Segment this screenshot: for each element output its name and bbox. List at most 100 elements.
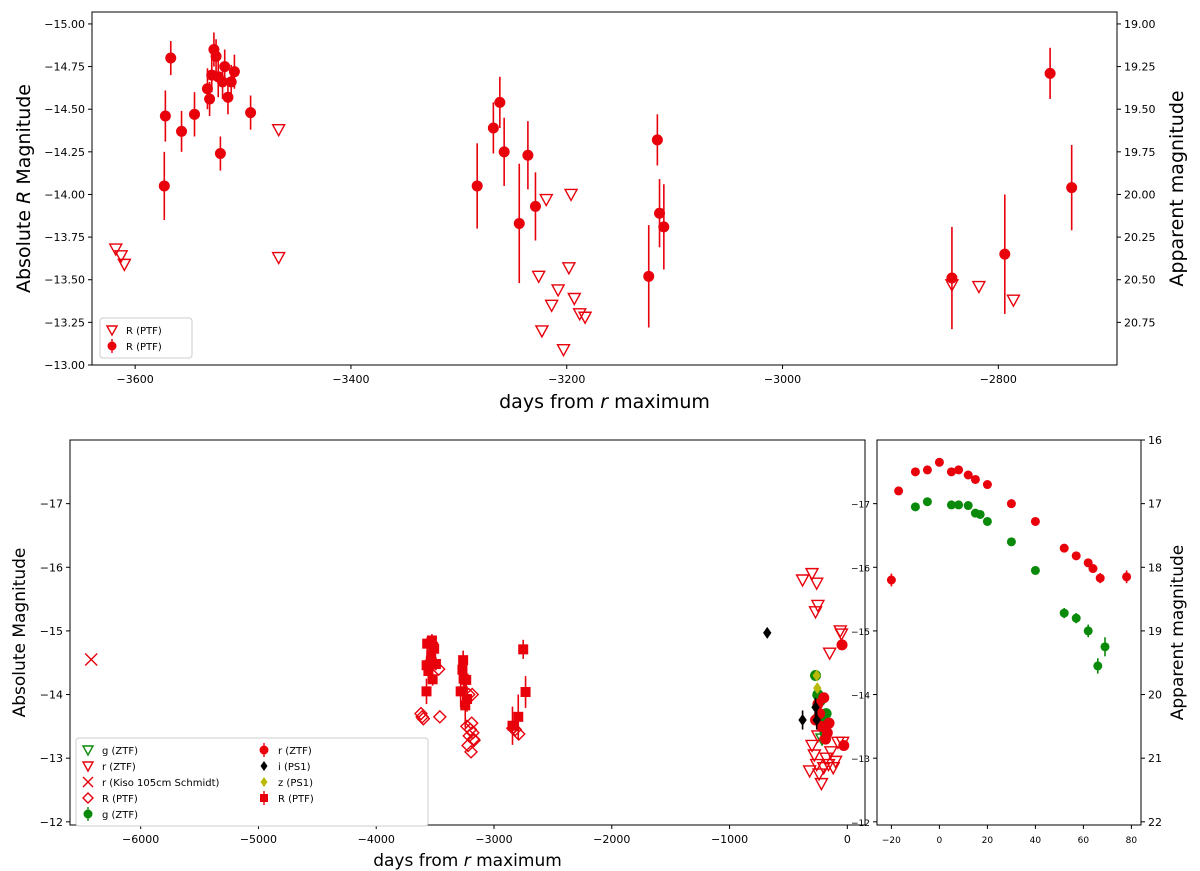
y2-tick-label: 20.25 <box>1124 231 1156 244</box>
y-tick-label: −13.00 <box>44 359 85 372</box>
data-point <box>271 123 286 138</box>
y-tick-label: −16 <box>851 564 870 574</box>
data-point <box>531 270 546 284</box>
data-point <box>108 243 123 257</box>
data-point <box>271 251 286 266</box>
data-point <box>539 193 554 208</box>
x-tick-label: −3200 <box>548 373 585 386</box>
data-point <box>1059 608 1069 618</box>
y2-tick-label: 17 <box>1148 498 1162 511</box>
plot-area <box>84 567 850 792</box>
data-point <box>838 739 850 751</box>
data-point <box>975 509 985 519</box>
legend-label: R (PTF) <box>278 794 314 805</box>
x-axis-label-part: maximum <box>471 851 562 871</box>
data-point <box>1088 564 1098 574</box>
data-point <box>954 500 964 510</box>
data-point <box>245 107 257 119</box>
plot-frame <box>69 439 866 826</box>
legend-label: i (PS1) <box>278 762 311 773</box>
data-point <box>654 207 666 219</box>
x-axis-label: days from r maximum <box>373 851 562 871</box>
series-8 <box>812 669 822 695</box>
data-point <box>894 486 904 496</box>
y2-tick-label: 22 <box>1148 816 1162 829</box>
data-point <box>432 709 447 724</box>
data-point <box>413 706 428 721</box>
y-tick-label: −13 <box>40 752 63 765</box>
series-1 <box>886 457 1132 587</box>
legend-marker-stroke <box>82 776 94 788</box>
data-point <box>84 653 98 667</box>
data-point <box>176 125 188 137</box>
data-point <box>1095 573 1105 583</box>
data-point <box>426 635 437 646</box>
data-point <box>219 61 231 73</box>
data-point <box>812 669 821 682</box>
y2-axis-label: Apparent magnitude <box>1168 545 1188 721</box>
x-tick-label: −3000 <box>475 833 512 846</box>
y2-tick-label: 21 <box>1148 752 1162 765</box>
data-point <box>1122 572 1132 582</box>
data-point <box>511 727 526 741</box>
data-point <box>922 465 932 475</box>
legend-marker <box>81 761 95 773</box>
data-point <box>834 628 849 642</box>
data-point <box>513 217 525 229</box>
data-point <box>651 134 663 146</box>
x-tick-label: −5000 <box>240 833 277 846</box>
legend-box <box>99 317 193 359</box>
y-tick-label: −17 <box>851 501 870 511</box>
legend-label: g (ZTF) <box>102 746 138 757</box>
legend: g (ZTF) r (ZTF) r (Kiso 105cm Schmidt) R (P… <box>75 737 429 827</box>
data-point <box>1059 543 1069 553</box>
data-point <box>462 694 473 704</box>
series-2 <box>910 497 1110 674</box>
data-point <box>999 248 1011 260</box>
data-point <box>963 470 973 480</box>
y2-tick-label: 19.50 <box>1124 103 1156 116</box>
data-point <box>811 701 820 714</box>
series-2 <box>158 32 1078 330</box>
data-point <box>970 474 980 484</box>
y2-tick-label: 19 <box>1148 625 1162 638</box>
chart-panel-2: −6000 −5000 −4000 −3000 −2000 −1000 0 −17 −16 −15… <box>10 439 866 871</box>
y2-tick-label: 19.25 <box>1124 61 1156 74</box>
legend-marker <box>82 776 94 788</box>
y-axis-label-part: Absolute <box>13 204 35 293</box>
x-tick-label: 0 <box>844 833 851 846</box>
data-point <box>416 711 431 726</box>
legend-marker <box>260 777 268 787</box>
x-axis-label-part: maximum <box>608 391 710 413</box>
data-point <box>471 180 483 192</box>
data-point <box>189 108 200 120</box>
data-point <box>795 574 810 588</box>
y2-tick-label: 18 <box>1148 561 1162 574</box>
chart-panel-3: −20 0 20 40 60 80 −17 −16 −15 −14 −13 −12 16 17 18 19 20… <box>851 434 1188 846</box>
x-tick-label: −6000 <box>122 833 159 846</box>
y2-tick-label: 20.75 <box>1124 316 1156 329</box>
x-axis-label-italic: r <box>600 391 609 413</box>
data-point <box>455 686 466 697</box>
x-axis-label-part: days from <box>499 391 600 413</box>
data-point <box>429 643 440 654</box>
x-tick-label: −3400 <box>332 373 369 386</box>
data-point <box>465 725 480 740</box>
legend-label: r (ZTF) <box>278 746 312 757</box>
data-point <box>802 765 817 779</box>
data-point <box>910 467 920 477</box>
data-point <box>814 777 829 792</box>
data-point <box>487 122 499 134</box>
legend-marker <box>105 325 119 337</box>
data-point <box>954 465 964 475</box>
data-point <box>520 687 531 697</box>
data-point <box>430 659 441 669</box>
data-point <box>821 727 833 739</box>
y-tick-label: −14.50 <box>44 103 85 116</box>
series-2 <box>795 567 850 792</box>
data-point <box>507 720 518 731</box>
x-tick-label: −20 <box>882 836 901 846</box>
legend-marker <box>81 745 95 757</box>
x-tick-label: −4000 <box>358 833 395 846</box>
